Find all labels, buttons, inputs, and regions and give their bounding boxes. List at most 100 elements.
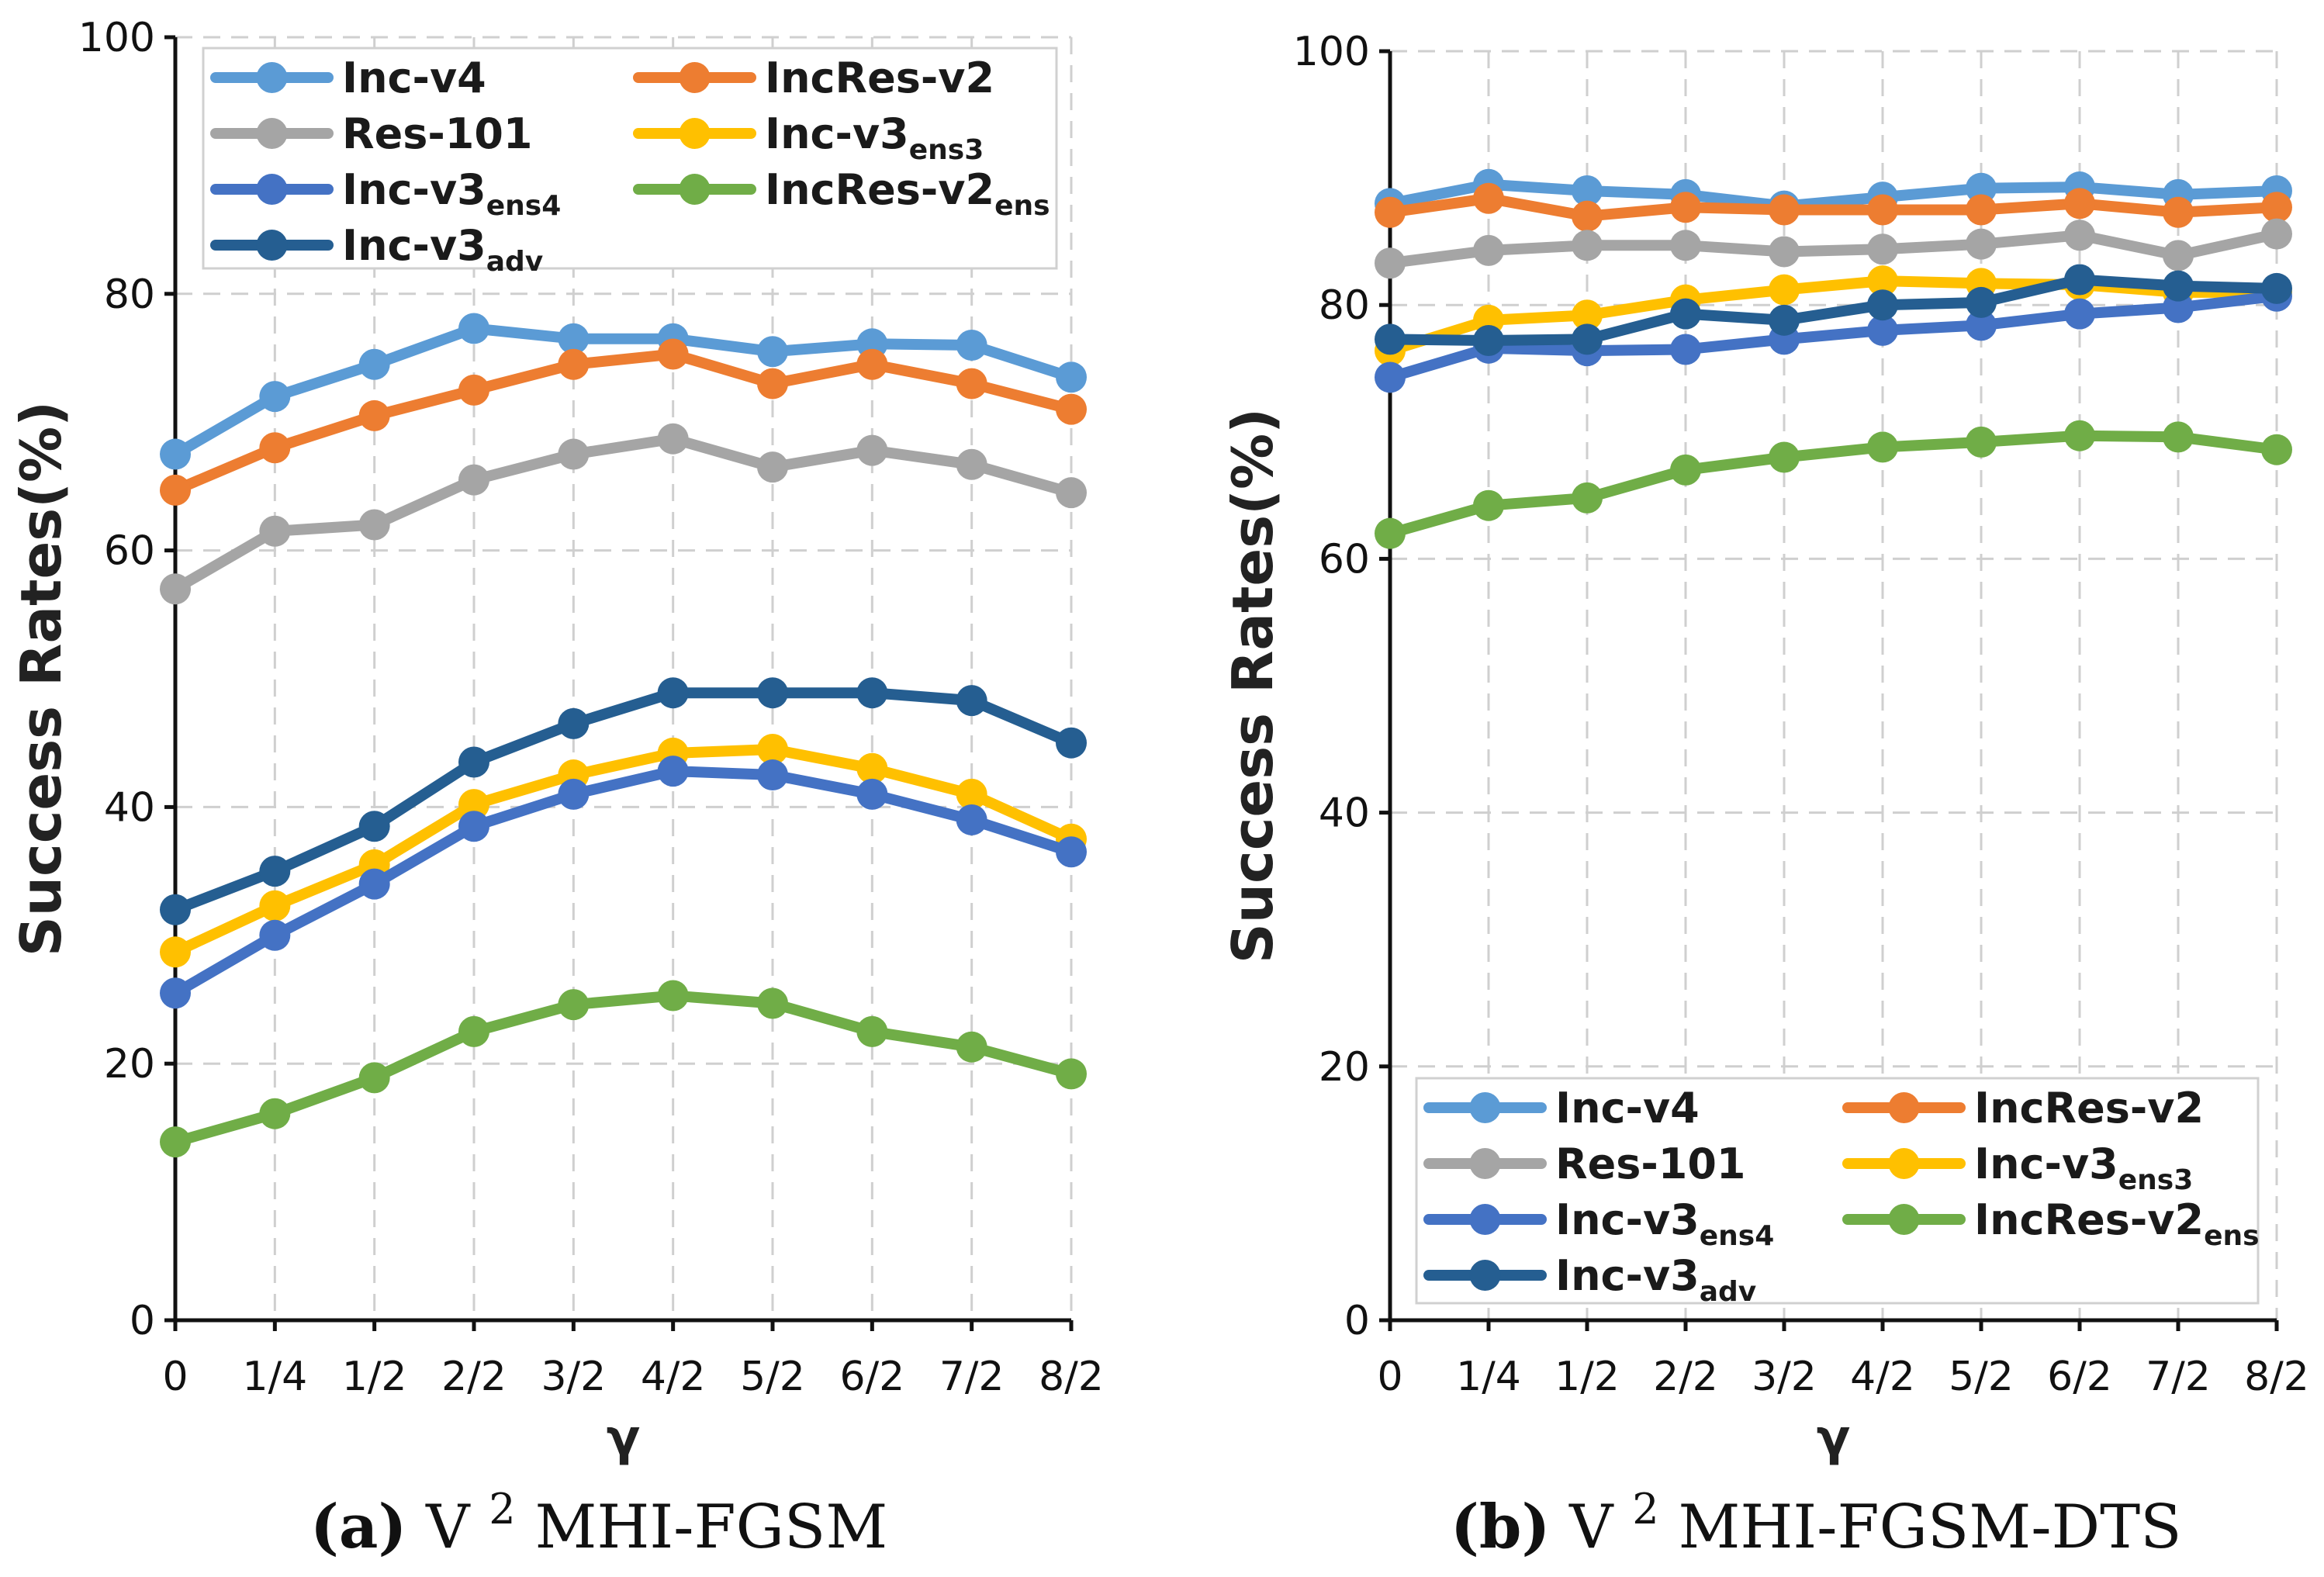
legend-entry: Inc-v3adv [210,221,544,278]
x-tick-label: 5/2 [740,1354,805,1400]
caption-post: MHI-FGSM-DTS [1678,1492,2181,1562]
y-tick-label: 20 [1319,1044,1370,1091]
legend-entry: Inc-v3adv [1423,1251,1756,1308]
x-axis-label: γ [607,1409,641,1467]
x-tick-label: 3/2 [541,1354,606,1400]
y-tick-label: 80 [104,271,155,318]
legend-label-subscript: adv [486,246,544,278]
x-tick-label: 4/2 [641,1354,706,1400]
data-point [1572,175,1603,206]
data-point [1473,325,1504,357]
legend-swatch-marker [1469,1148,1501,1179]
data-point [1375,517,1406,549]
data-point [458,746,489,778]
y-tick-labels: 0 20 40 60 80 100 [78,15,155,1344]
legend-entry: Inc-v3ens4 [1423,1195,1775,1252]
data-point [259,1098,291,1129]
x-tick-label: 8/2 [1039,1354,1104,1400]
data-point [1670,334,1701,365]
data-point [1966,172,1997,204]
data-point [358,868,390,900]
data-point [2163,292,2194,323]
legend-swatch-marker [679,174,711,205]
legend-label: Res-101 [1555,1140,1745,1188]
data-point [458,1015,489,1047]
legend-label-base: Inc-v4 [342,54,486,102]
panel-caption: (a) V 2 MHI-FGSM [310,1485,887,1563]
x-tick-label: 7/2 [939,1354,1005,1400]
legend-label-base: IncRes-v2 [765,54,994,102]
data-point [2064,298,2095,330]
data-point [1375,247,1406,279]
legend-label: Inc-v3adv [1555,1251,1756,1308]
series-line [170,433,1077,595]
x-tick-label: 1/4 [1456,1354,1521,1400]
series-res-101 [160,423,1087,605]
data-point [1473,182,1504,214]
y-tick-label: 100 [78,15,155,61]
legend-label-subscript: ens4 [486,190,562,222]
series-incres-v2 [160,338,1087,506]
data-point [956,804,987,835]
data-point [1769,194,1800,226]
series-line [1385,430,2282,539]
legend-entry: IncRes-v2ens [633,165,1050,222]
chart-panel-b: 0 20 40 60 80 100 0 1/4 1/2 2/2 3/2 4/2 5/2 6/2 7/2 8/… [1220,29,2309,1562]
data-point [2064,188,2095,220]
legend-swatch-marker [256,174,288,205]
data-point [757,987,788,1019]
legend-label-subscript: ens4 [1700,1220,1775,1252]
legend-label: IncRes-v2ens [1974,1195,2260,1252]
x-tick-label: 2/2 [441,1354,507,1400]
legend-swatch-marker [256,62,288,93]
data-point [2064,264,2095,296]
y-axis-label: Success Rates(%) [9,401,74,956]
data-point [956,329,987,361]
data-point [458,313,489,344]
data-point [1056,836,1087,868]
legend-swatch-marker [256,118,288,149]
legend-label-base: Res-101 [1555,1140,1745,1188]
legend-label: IncRes-v2 [765,54,994,102]
caption-sup: 2 [489,1485,515,1534]
data-point [1056,1058,1087,1090]
plot-frame [164,35,1074,1331]
legend-box [202,47,1058,270]
data-point [160,977,191,1009]
series-line [1385,228,2282,269]
data-point [2261,192,2292,223]
legend-label-base: IncRes-v2 [765,165,994,214]
series-line [170,323,1077,460]
x-tick-label: 5/2 [1949,1354,2014,1400]
y-axis-label: Success Rates(%) [1220,408,1285,963]
data-point [657,677,689,709]
series-inc-v3adv [160,677,1087,925]
legend-label: Inc-v3ens4 [342,165,561,222]
data-point [2261,272,2292,304]
x-tick-label: 8/2 [2244,1354,2309,1400]
x-tick-labels: 0 1/4 1/2 2/2 3/2 4/2 5/2 6/2 7/2 8/2 [1377,1354,2308,1400]
legend-label: Inc-v3ens3 [765,109,984,166]
x-tick-label: 3/2 [1752,1354,1817,1400]
caption-post: MHI-FGSM [534,1492,887,1562]
legend-label: Inc-v3ens3 [1974,1140,2193,1196]
data-point [1670,298,1701,330]
legend-swatch-marker [1888,1204,1920,1235]
data-point [1375,323,1406,355]
y-tick-label: 80 [1319,282,1370,329]
data-point [458,789,489,821]
data-point [757,336,788,368]
data-point [2163,270,2194,302]
data-point [956,448,987,480]
data-point [2261,218,2292,250]
data-point [1769,274,1800,306]
y-tick-label: 60 [104,528,155,575]
data-point [1572,482,1603,514]
y-tick-label: 0 [130,1298,155,1344]
x-tick-label: 0 [162,1354,188,1400]
x-tick-label: 1/2 [342,1354,407,1400]
data-point [259,381,291,413]
caption-pre: V [425,1492,471,1562]
